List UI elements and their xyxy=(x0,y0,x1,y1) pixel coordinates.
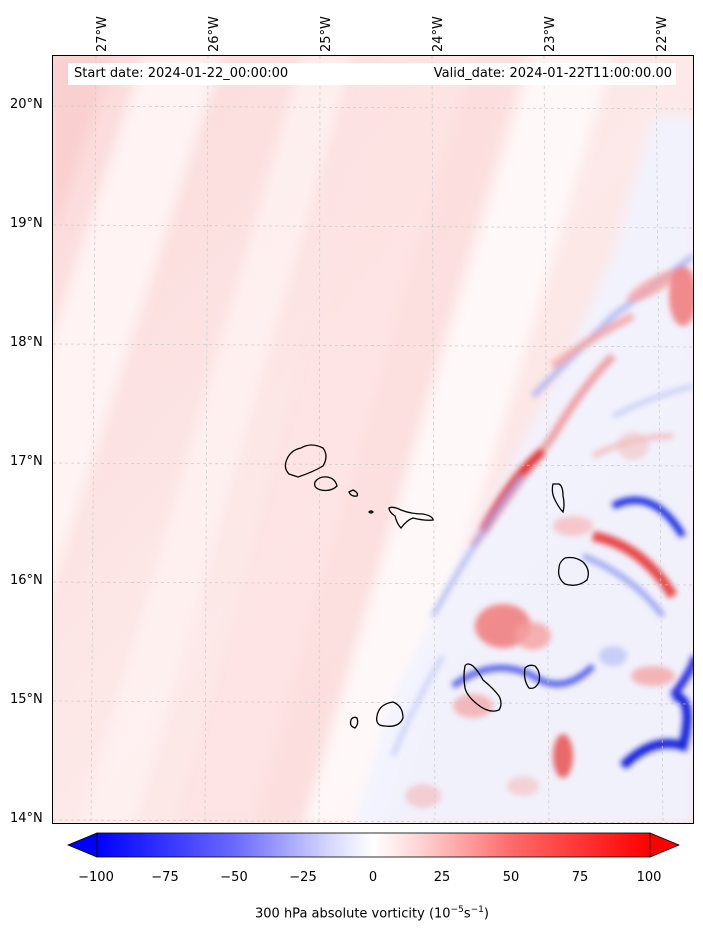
colorbar-tick: 100 xyxy=(636,870,662,885)
colorbar-label-main: 300 hPa absolute vorticity (10 xyxy=(255,906,451,922)
island-santa-luzia xyxy=(348,489,359,497)
colorbar-label-end: ) xyxy=(483,906,489,922)
date-info-box xyxy=(68,63,676,85)
colorbar-tick: 75 xyxy=(571,870,589,885)
colorbar-extend-max xyxy=(649,832,680,858)
vorticity-field xyxy=(53,56,693,823)
colorbar-tick: 0 xyxy=(368,870,378,885)
colorbar-tick: −25 xyxy=(289,870,317,885)
colorbar-tick: −100 xyxy=(78,870,114,885)
colorbar-extend-min xyxy=(66,832,98,858)
gridlines xyxy=(53,56,693,823)
colorbar-tick: 25 xyxy=(433,870,451,885)
colorbar-tick: −75 xyxy=(151,870,179,885)
island-santo-antao xyxy=(284,444,327,478)
colorbar-gradient xyxy=(96,832,651,858)
lon-label-27w: 27°W xyxy=(95,16,110,52)
colorbar-tick: 50 xyxy=(502,870,520,885)
island-maio xyxy=(523,664,541,690)
lon-label-26w: 26°W xyxy=(207,16,222,52)
lat-label-14n: 14°N xyxy=(10,811,43,826)
lat-label-15n: 15°N xyxy=(10,692,43,707)
island-sao-vicente xyxy=(313,476,338,492)
lon-label-23w: 23°W xyxy=(543,16,558,52)
lat-label-17n: 17°N xyxy=(10,454,43,469)
colorbar-label-exp2: −1 xyxy=(470,905,484,915)
island-outlines xyxy=(284,444,589,729)
lat-label-18n: 18°N xyxy=(10,335,43,350)
pale-bands xyxy=(53,56,613,823)
island-brava xyxy=(349,716,359,729)
colorbar-label-mid: s xyxy=(463,906,471,922)
colorbar-tick: −50 xyxy=(220,870,248,885)
colorbar-label-exp1: −5 xyxy=(450,905,464,915)
lat-label-19n: 19°N xyxy=(10,216,43,231)
island-fogo xyxy=(376,701,404,727)
vorticity-map xyxy=(52,55,694,824)
lon-label-25w: 25°W xyxy=(319,16,334,52)
start-date-label: Start date: 2024-01-22_00:00:00 xyxy=(74,66,289,81)
island-sal xyxy=(551,483,565,514)
island-boa-vista xyxy=(557,556,589,586)
valid-date-label: Valid_date: 2024-01-22T11:00:00.00 xyxy=(433,66,672,81)
island-sao-nicolau xyxy=(388,506,434,529)
colorbar xyxy=(66,832,680,858)
lat-label-20n: 20°N xyxy=(10,97,43,112)
island-santiago xyxy=(463,663,502,712)
lon-label-22w: 22°W xyxy=(655,16,670,52)
vorticity-features xyxy=(390,253,693,808)
lat-label-16n: 16°N xyxy=(10,573,43,588)
lon-label-24w: 24°W xyxy=(431,16,446,52)
island-branco xyxy=(368,510,374,514)
colorbar-label: 300 hPa absolute vorticity (10−5s−1) xyxy=(0,905,703,921)
